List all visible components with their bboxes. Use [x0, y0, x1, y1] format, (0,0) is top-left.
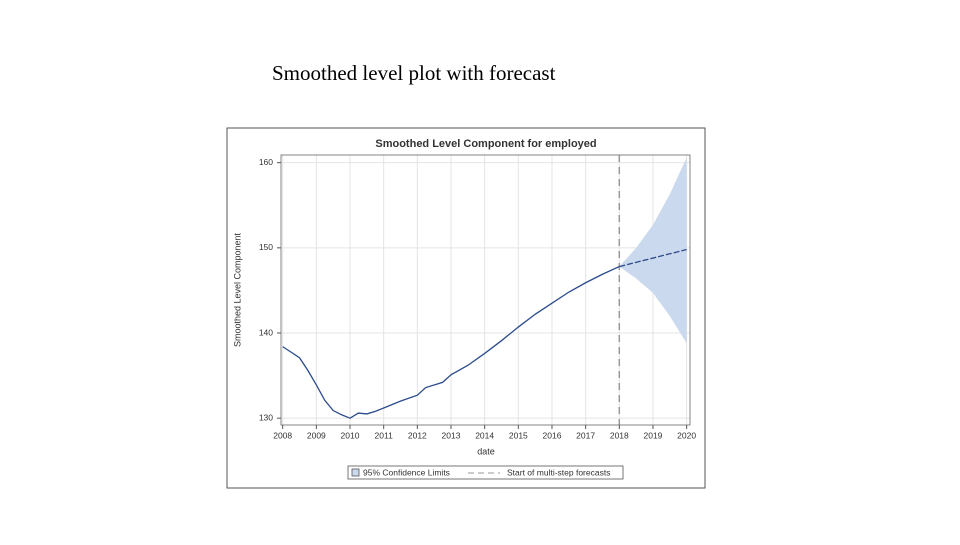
- x-tick-label: 2020: [677, 430, 696, 440]
- x-tick-label: 2014: [475, 430, 494, 440]
- legend-swatch: [351, 468, 360, 477]
- y-axis-label: Smoothed Level Component: [232, 232, 242, 347]
- x-tick-label: 2015: [509, 430, 528, 440]
- x-tick-label: 2017: [576, 430, 595, 440]
- y-tick-label: 140: [259, 327, 273, 337]
- slide-title: Smoothed level plot with forecast: [272, 61, 556, 85]
- x-tick-label: 2010: [341, 430, 360, 440]
- legend: [347, 465, 624, 480]
- legend-label: 95% Confidence Limits: [363, 467, 450, 477]
- x-tick-label: 2009: [307, 430, 326, 440]
- y-tick-label: 130: [259, 412, 273, 422]
- series-line: [282, 265, 620, 419]
- plot-area: [280, 154, 691, 426]
- x-tick-label: 2016: [543, 430, 562, 440]
- y-tick-label: 160: [259, 157, 273, 167]
- y-tick-label: 150: [259, 242, 273, 252]
- x-tick-label: 2019: [644, 430, 663, 440]
- confidence-band: [619, 157, 687, 344]
- x-tick-label: 2018: [610, 430, 629, 440]
- x-tick-label: 2012: [408, 430, 427, 440]
- x-axis-label: date: [477, 446, 495, 456]
- x-tick-label: 2008: [273, 430, 292, 440]
- legend-label: Start of multi-step forecasts: [507, 467, 610, 477]
- chart-frame: [226, 127, 706, 489]
- x-tick-label: 2013: [442, 430, 461, 440]
- series-line: [619, 248, 687, 268]
- x-tick-label: 2011: [375, 430, 394, 440]
- chart-title: Smoothed Level Component for employed: [375, 138, 596, 150]
